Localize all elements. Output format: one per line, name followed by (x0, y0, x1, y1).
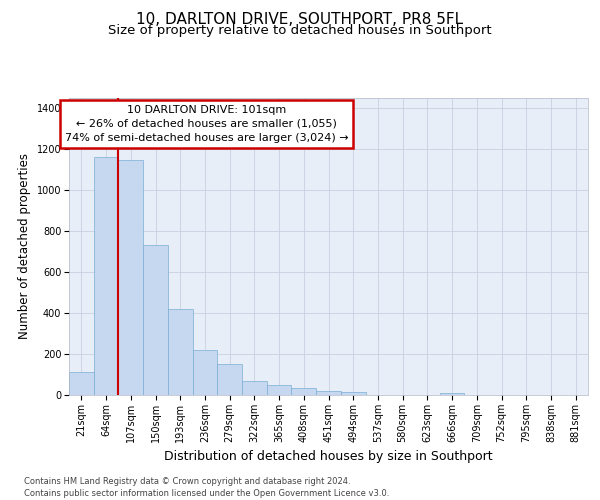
Text: Size of property relative to detached houses in Southport: Size of property relative to detached ho… (108, 24, 492, 37)
Text: 10 DARLTON DRIVE: 101sqm
← 26% of detached houses are smaller (1,055)
74% of sem: 10 DARLTON DRIVE: 101sqm ← 26% of detach… (65, 105, 349, 143)
Bar (69, 372, 94, 395)
Bar (267, 384, 292, 395)
Bar (168, 309, 193, 395)
X-axis label: Distribution of detached houses by size in Southport: Distribution of detached houses by size … (164, 450, 493, 464)
Bar (292, 388, 316, 395)
Bar (193, 350, 217, 395)
Bar (440, 393, 464, 395)
Bar (143, 245, 168, 395)
Bar (341, 392, 365, 395)
Text: Contains HM Land Registry data © Crown copyright and database right 2024.
Contai: Contains HM Land Registry data © Crown c… (24, 476, 389, 498)
Text: 10, DARLTON DRIVE, SOUTHPORT, PR8 5FL: 10, DARLTON DRIVE, SOUTHPORT, PR8 5FL (136, 12, 464, 28)
Bar (94, 157, 118, 395)
Y-axis label: Number of detached properties: Number of detached properties (18, 153, 31, 340)
Bar (242, 380, 267, 395)
Bar (118, 160, 143, 395)
Bar (217, 364, 242, 395)
Bar (316, 391, 341, 395)
